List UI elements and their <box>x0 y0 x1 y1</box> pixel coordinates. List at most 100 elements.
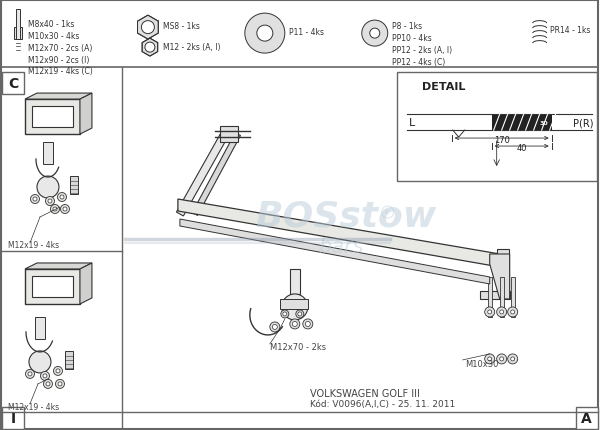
Text: ®: ® <box>384 209 391 215</box>
Polygon shape <box>137 16 158 40</box>
Polygon shape <box>25 263 92 269</box>
Circle shape <box>33 197 37 202</box>
Circle shape <box>43 380 52 388</box>
Text: M8x40 - 1ks
M10x30 - 4ks
M12x70 - 2cs (A)
M12x90 - 2cs (I)
M12x19 - 4ks (C): M8x40 - 1ks M10x30 - 4ks M12x70 - 2cs (A… <box>28 20 93 76</box>
Circle shape <box>508 354 518 364</box>
Circle shape <box>511 310 515 314</box>
Circle shape <box>46 197 55 206</box>
Circle shape <box>53 366 62 375</box>
Circle shape <box>511 357 515 361</box>
Polygon shape <box>14 28 22 40</box>
Circle shape <box>500 271 506 277</box>
Bar <box>25 100 80 135</box>
Circle shape <box>43 374 47 378</box>
Circle shape <box>500 310 503 314</box>
Circle shape <box>305 322 310 327</box>
Bar <box>480 291 509 299</box>
Text: BOSstow: BOSstow <box>255 200 436 233</box>
Circle shape <box>46 382 50 386</box>
Circle shape <box>500 291 506 297</box>
Bar <box>2 73 24 95</box>
Circle shape <box>292 322 298 327</box>
Circle shape <box>48 200 52 203</box>
Circle shape <box>500 281 506 287</box>
Polygon shape <box>25 94 92 100</box>
Circle shape <box>53 208 57 212</box>
Text: M12 - 2ks (A, I): M12 - 2ks (A, I) <box>163 43 220 52</box>
Circle shape <box>25 369 34 378</box>
Text: M12x19 - 4ks: M12x19 - 4ks <box>8 402 59 412</box>
Text: bars: bars <box>318 237 364 256</box>
Text: MS8 - 1ks: MS8 - 1ks <box>163 22 200 31</box>
Bar <box>43 143 53 165</box>
Circle shape <box>28 372 32 376</box>
Bar <box>65 351 73 369</box>
Circle shape <box>257 26 273 42</box>
Bar <box>16 10 20 40</box>
Circle shape <box>40 372 49 381</box>
Text: Kód: V0096(A,I,C) - 25. 11. 2011: Kód: V0096(A,I,C) - 25. 11. 2011 <box>310 399 455 408</box>
Circle shape <box>50 205 59 214</box>
Circle shape <box>303 319 313 329</box>
Circle shape <box>283 312 287 316</box>
Circle shape <box>298 312 302 316</box>
Text: DETAIL: DETAIL <box>422 82 465 92</box>
Circle shape <box>58 382 62 386</box>
Polygon shape <box>490 255 509 299</box>
Polygon shape <box>80 94 92 135</box>
Circle shape <box>270 322 280 332</box>
Circle shape <box>29 351 51 373</box>
Circle shape <box>282 294 308 320</box>
Circle shape <box>55 380 64 388</box>
Text: A: A <box>581 411 592 425</box>
Text: P11 - 4ks: P11 - 4ks <box>289 28 324 37</box>
Bar <box>497 249 509 297</box>
Bar <box>32 276 73 297</box>
Text: 170: 170 <box>494 135 509 144</box>
Bar <box>280 299 308 309</box>
Text: PR14 - 1ks: PR14 - 1ks <box>550 25 590 34</box>
Circle shape <box>61 205 70 214</box>
Text: M10x30: M10x30 <box>465 359 498 369</box>
Bar <box>491 115 551 131</box>
Circle shape <box>296 310 304 318</box>
Circle shape <box>58 193 67 202</box>
Bar <box>32 107 73 128</box>
Polygon shape <box>176 133 229 216</box>
Polygon shape <box>142 39 158 57</box>
Text: 30: 30 <box>539 120 548 125</box>
Circle shape <box>142 22 154 34</box>
Text: L: L <box>409 118 415 128</box>
Text: M12x19 - 4ks: M12x19 - 4ks <box>8 241 59 250</box>
Circle shape <box>290 319 300 329</box>
Circle shape <box>272 325 277 330</box>
Bar <box>511 277 515 317</box>
Bar <box>220 127 238 143</box>
Circle shape <box>60 196 64 200</box>
Polygon shape <box>180 219 490 284</box>
Polygon shape <box>192 133 241 216</box>
Bar <box>25 269 80 304</box>
Circle shape <box>370 29 380 39</box>
Circle shape <box>488 357 491 361</box>
Text: M12x70 - 2ks: M12x70 - 2ks <box>270 343 326 352</box>
Circle shape <box>63 208 67 212</box>
Polygon shape <box>80 263 92 304</box>
Circle shape <box>485 354 494 364</box>
Circle shape <box>488 310 491 314</box>
Circle shape <box>497 307 506 317</box>
Circle shape <box>145 43 155 53</box>
Circle shape <box>485 307 494 317</box>
Bar <box>500 277 503 317</box>
Circle shape <box>281 310 289 318</box>
Circle shape <box>245 14 285 54</box>
Circle shape <box>500 357 503 361</box>
Text: I: I <box>10 411 16 425</box>
Text: VOLKSWAGEN GOLF III: VOLKSWAGEN GOLF III <box>310 388 419 398</box>
Circle shape <box>362 21 388 47</box>
Bar <box>70 177 78 194</box>
Circle shape <box>31 195 40 204</box>
Polygon shape <box>178 200 500 267</box>
Circle shape <box>37 177 59 199</box>
Bar <box>488 277 491 317</box>
